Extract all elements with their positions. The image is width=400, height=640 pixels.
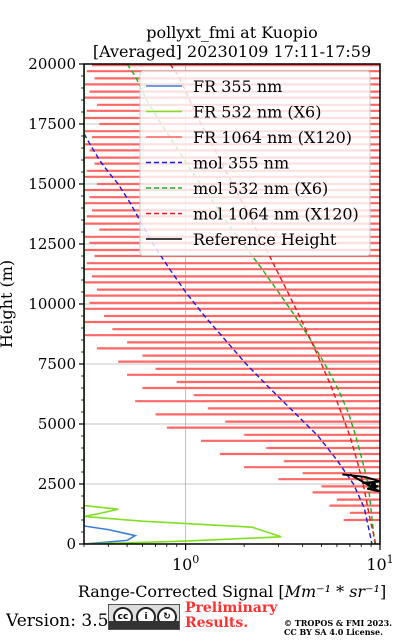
- cc-by-sa-license-icon: cc i ↻: [108, 604, 180, 630]
- legend-label: Reference Height: [193, 230, 337, 249]
- legend-label: mol 355 nm: [193, 154, 289, 173]
- x-tick-exponent: 1: [387, 553, 394, 566]
- y-tick-label: 17500: [28, 115, 76, 133]
- y-tick-label: 7500: [38, 355, 76, 373]
- y-axis-label: Height (m): [0, 260, 16, 348]
- preliminary-line-2: Results.: [185, 615, 249, 631]
- y-tick-label: 12500: [28, 235, 76, 253]
- copyright-line-1: © TROPOS & FMI 2023.: [284, 618, 393, 628]
- chart-subtitle: [Averaged] 20230109 17:11-17:59: [93, 42, 371, 61]
- x-tick-label: 100: [172, 553, 199, 574]
- series-line-ref: [342, 473, 380, 493]
- y-tick-label: 5000: [38, 415, 76, 433]
- series-line-fr355: [84, 64, 138, 544]
- y-tick-label: 20000: [28, 55, 76, 73]
- series-line-fr532: [84, 64, 282, 544]
- legend-box: [139, 70, 371, 256]
- legend-label: mol 1064 nm (X120): [193, 205, 359, 224]
- x-axis-label-suffix: ]: [380, 582, 386, 601]
- y-tick-label: 15000: [28, 175, 76, 193]
- y-tick-label: 10000: [28, 295, 76, 313]
- preliminary-line-1: Preliminary: [185, 600, 278, 616]
- x-tick-base: 10: [172, 555, 192, 574]
- x-axis-label-math: Mm⁻¹ * sr⁻¹: [284, 582, 380, 601]
- legend: FR 355 nm FR 532 nm (X6) FR 1064 nm (X120)…: [139, 70, 371, 256]
- legend-label: FR 355 nm: [193, 77, 282, 96]
- legend-label: FR 1064 nm (X120): [193, 128, 352, 147]
- x-axis-label: Range-Corrected Signal [Mm⁻¹ * sr⁻¹]: [78, 582, 386, 601]
- x-tick-label: 101: [366, 553, 393, 574]
- x-tick-exponent: 0: [192, 553, 199, 566]
- copyright-note: © TROPOS & FMI 2023. CC BY SA 4.0 Licens…: [284, 619, 392, 637]
- preliminary-results-note: Preliminary Results.: [185, 601, 277, 631]
- series-line-mol355: [84, 133, 373, 544]
- legend-label: mol 532 nm (X6): [193, 179, 328, 198]
- x-axis-label-prefix: Range-Corrected Signal [: [78, 582, 285, 601]
- y-tick-label: 2500: [38, 475, 76, 493]
- x-tick-base: 10: [366, 555, 386, 574]
- axes: 0250050007500100001250015000175002000010…: [28, 55, 393, 574]
- chart-title: pollyxt_fmi at Kuopio: [146, 23, 317, 42]
- y-tick-label: 0: [66, 535, 76, 553]
- cc-badge-bar: [109, 621, 179, 629]
- copyright-line-2: CC BY SA 4.0 License.: [284, 627, 383, 637]
- version-label: Version: 3.5: [6, 611, 109, 631]
- legend-label: FR 532 nm (X6): [193, 103, 321, 122]
